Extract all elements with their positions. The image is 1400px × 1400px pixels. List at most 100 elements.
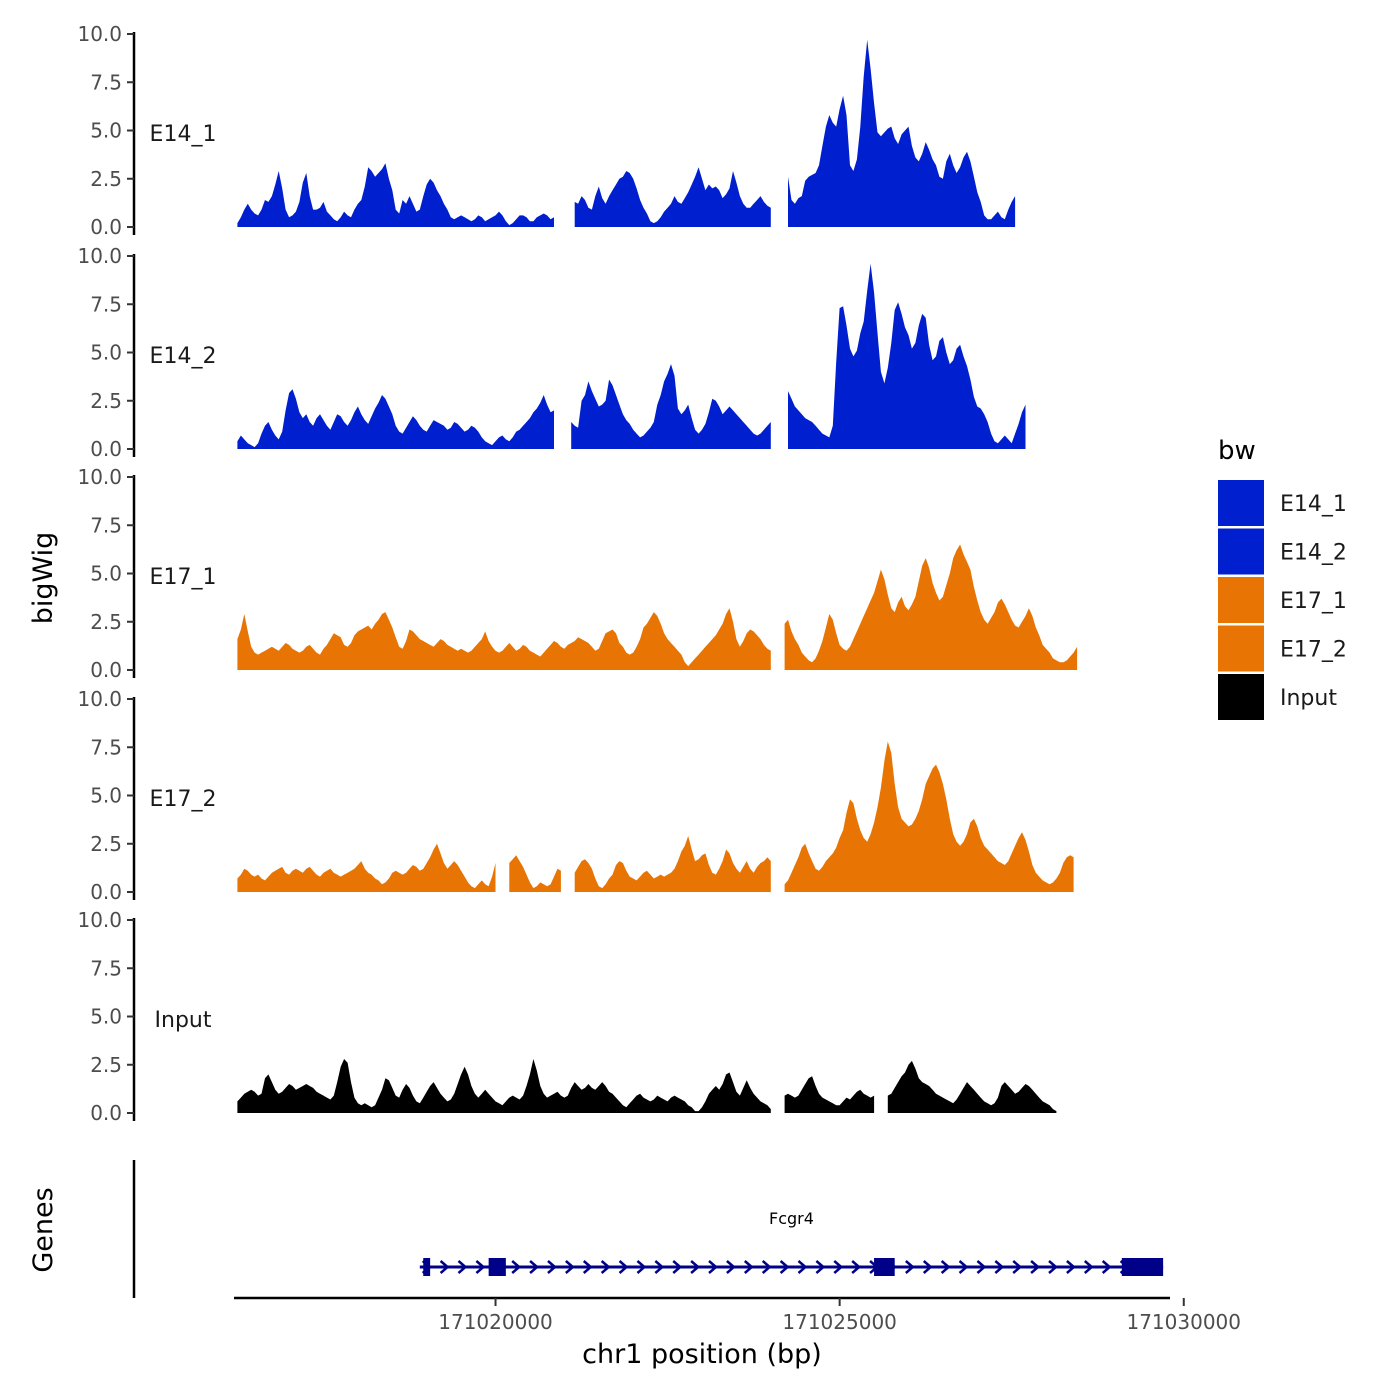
gene-exon (1121, 1258, 1164, 1276)
y-tick-label: 2.5 (90, 610, 122, 634)
area-e17-2 (574, 836, 771, 892)
y-tick-label: 0.0 (90, 215, 122, 239)
y-tick-label: 2.5 (90, 832, 122, 856)
area-input (237, 1059, 771, 1113)
strand-chevron (726, 1260, 736, 1274)
y-tick-label: 10.0 (77, 244, 122, 268)
strand-chevron (994, 1260, 1005, 1274)
strand-chevron (779, 1260, 790, 1274)
track-e14-1: 0.0 2.5 5.0 7.5 10.0 E14_1 (77, 22, 1016, 239)
strand-chevron (672, 1260, 683, 1274)
y-tick-label: 0.0 (90, 658, 122, 682)
strand-chevron (743, 1260, 754, 1274)
y-tick-label: 7.5 (90, 292, 122, 316)
y-tick-label: 5.0 (90, 341, 122, 365)
y-tick-label: 10.0 (77, 22, 122, 46)
y-tick-label: 0.0 (90, 880, 122, 904)
track-e14-2: 0.0 2.5 5.0 7.5 10.0 E14_2 (77, 244, 1026, 461)
track-label: E14_1 (150, 122, 217, 147)
strand-chevron (511, 1260, 522, 1274)
area-e14-2 (571, 364, 771, 449)
strand-chevron (976, 1260, 987, 1274)
area-e14-1 (788, 39, 1016, 227)
area-e14-2 (237, 389, 554, 449)
strand-chevron (690, 1260, 701, 1274)
legend-swatch (1218, 528, 1264, 575)
area-e17-2 (509, 855, 561, 892)
area-e14-1 (237, 163, 554, 227)
legend-swatch (1218, 480, 1264, 526)
area-e17-2 (784, 741, 1074, 892)
strand-chevron (761, 1260, 772, 1274)
y-tick-label: 0.0 (90, 437, 122, 461)
y-axis-title: bigWig (28, 532, 59, 625)
y-tick-label: 0.0 (90, 1101, 122, 1125)
track-label: Input (155, 1008, 212, 1033)
area-e17-1 (237, 608, 771, 670)
strand-chevron (797, 1260, 808, 1274)
strand-chevron (529, 1260, 539, 1274)
track-e17-2: 0.0 2.5 5.0 7.5 10.0 E17_2 (77, 687, 1074, 904)
legend-swatch (1218, 577, 1264, 623)
gene-name-label: Fcgr4 (769, 1209, 814, 1228)
gene-track: Fcgr4 (132, 1160, 1164, 1298)
strand-chevron (708, 1260, 718, 1274)
strand-chevron (922, 1260, 933, 1274)
strand-chevron (1083, 1260, 1094, 1274)
y-tick-label: 7.5 (90, 70, 122, 94)
strand-chevron (618, 1260, 629, 1274)
y-tick-label: 5.0 (90, 784, 122, 808)
legend-label: E14_2 (1280, 541, 1347, 566)
y-tick-label: 7.5 (90, 735, 122, 759)
strand-chevron (1012, 1260, 1023, 1274)
strand-chevron (1101, 1260, 1112, 1274)
x-tick-label: 171020000 (438, 1310, 553, 1334)
legend-label: Input (1280, 686, 1337, 711)
gene-track-title: Genes (28, 1187, 59, 1272)
area-input (887, 1060, 1057, 1113)
legend-swatch (1218, 625, 1264, 672)
legend-title: bw (1218, 436, 1256, 466)
x-axis: 171020000 171025000 171030000 (234, 1296, 1241, 1334)
track-e17-1: 0.0 2.5 5.0 7.5 10.0 E17_1 (77, 465, 1078, 682)
area-input (784, 1076, 875, 1113)
area-e14-2 (788, 263, 1026, 449)
y-tick-label: 7.5 (90, 513, 122, 537)
strand-chevron (958, 1260, 969, 1274)
strand-chevron (940, 1260, 951, 1274)
gene-exon (488, 1258, 506, 1276)
legend-label: E14_1 (1280, 492, 1347, 517)
x-tick-label: 171030000 (1126, 1310, 1241, 1334)
strand-chevron (439, 1260, 450, 1274)
strand-chevron (600, 1260, 611, 1274)
strand-chevron (582, 1260, 593, 1274)
track-label: E17_1 (150, 565, 217, 590)
strand-chevron (1066, 1260, 1076, 1274)
strand-chevron (547, 1260, 557, 1274)
strand-chevron (654, 1260, 665, 1274)
strand-chevron (1030, 1260, 1041, 1274)
y-tick-label: 2.5 (90, 167, 122, 191)
strand-chevron (833, 1260, 844, 1274)
y-tick-label: 7.5 (90, 956, 122, 980)
y-tick-label: 2.5 (90, 389, 122, 413)
y-tick-label: 10.0 (77, 687, 122, 711)
tracks-layer: 0.0 2.5 5.0 7.5 10.0 E14_1 0.0 2.5 5.0 7.5 10.0 E14… (77, 22, 1078, 1125)
strand-chevron (565, 1260, 575, 1274)
x-axis-title: chr1 position (bp) (582, 1339, 822, 1370)
strand-chevron (636, 1260, 647, 1274)
y-tick-label: 10.0 (77, 908, 122, 932)
gene-exon (423, 1258, 431, 1276)
area-e14-1 (574, 167, 771, 227)
y-tick-label: 5.0 (90, 1005, 122, 1029)
track-input: 0.0 2.5 5.0 7.5 10.0 Input (77, 908, 1057, 1125)
strand-chevron (815, 1260, 826, 1274)
legend-label: E17_1 (1280, 589, 1347, 614)
y-tick-label: 5.0 (90, 119, 122, 143)
strand-chevron (475, 1260, 486, 1274)
y-tick-label: 2.5 (90, 1053, 122, 1077)
y-tick-label: 10.0 (77, 465, 122, 489)
legend-label: E17_2 (1280, 638, 1347, 663)
